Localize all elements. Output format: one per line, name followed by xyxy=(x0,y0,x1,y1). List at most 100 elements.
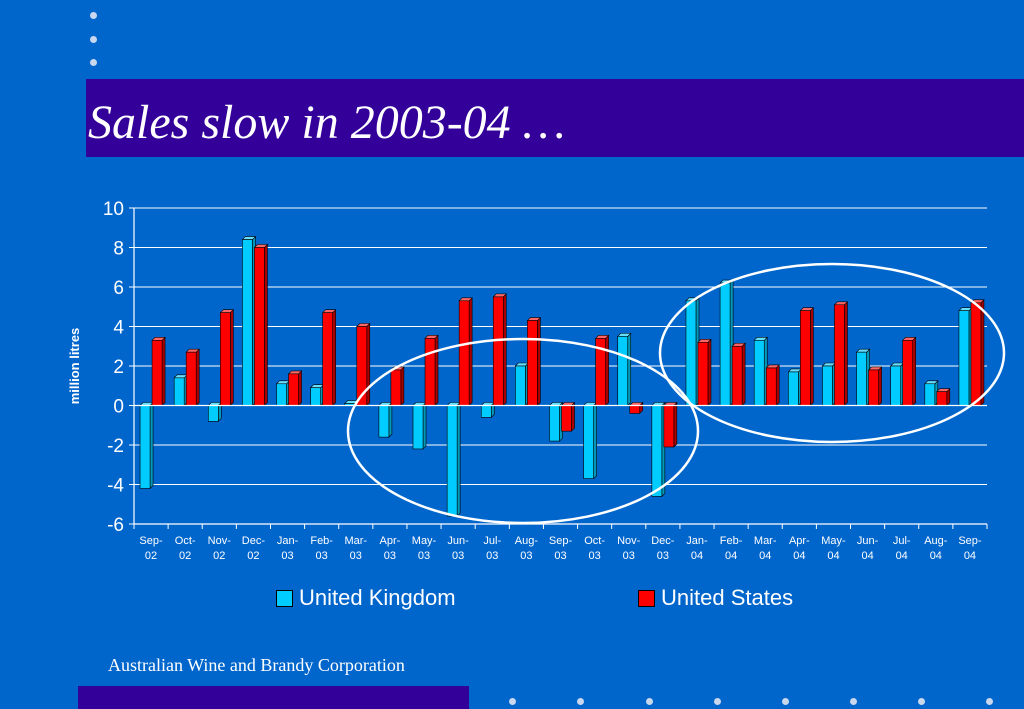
grid-lines xyxy=(134,207,987,485)
bar-uk xyxy=(446,401,461,517)
bar-uk xyxy=(412,401,427,450)
y-axis-title: million litres xyxy=(67,328,82,405)
bar-uk xyxy=(924,380,939,407)
bar-uk xyxy=(958,306,973,407)
bar-uk xyxy=(309,384,325,407)
bar-us xyxy=(526,316,542,407)
x-tick-label: Aug-03 xyxy=(515,535,539,562)
bar-us xyxy=(492,293,507,407)
x-tick-label: Jul-03 xyxy=(483,535,501,562)
decor-dot xyxy=(918,698,925,705)
legend-swatch-us xyxy=(638,589,655,607)
decor-dot xyxy=(90,59,97,66)
bar-uk xyxy=(719,279,734,407)
bar-us xyxy=(560,401,576,432)
bar-uk xyxy=(139,401,154,490)
x-tick-label: Dec-02 xyxy=(242,535,266,562)
y-tick-label: -4 xyxy=(107,476,124,497)
bar-uk xyxy=(514,362,530,407)
y-tick-label: 4 xyxy=(113,318,124,339)
x-tick-label: Feb-04 xyxy=(720,535,743,562)
x-tick-label: Dec-03 xyxy=(651,535,675,562)
bar-us xyxy=(219,308,235,407)
bar-uk xyxy=(685,297,700,407)
y-tick-label: 10 xyxy=(103,199,124,220)
bar-us xyxy=(970,299,985,407)
bar-us xyxy=(253,243,269,407)
bar-uk xyxy=(617,332,632,407)
y-tick-label: 6 xyxy=(113,278,124,299)
x-tick-label: Feb-03 xyxy=(310,535,333,562)
legend-label-uk: United Kingdom xyxy=(299,585,456,610)
x-tick-label: Mar-04 xyxy=(754,535,777,562)
footer-band xyxy=(78,686,469,709)
decor-dot xyxy=(90,36,97,43)
legend-us: United States xyxy=(638,585,793,611)
y-tick-label: 8 xyxy=(113,239,124,260)
bar-us xyxy=(151,336,166,407)
highlight-ellipse-2004 xyxy=(658,262,1006,444)
bar-us xyxy=(356,322,371,407)
bar-uk xyxy=(548,401,564,442)
bar-uk xyxy=(173,374,188,407)
x-tick-label: Nov-03 xyxy=(617,535,641,562)
bar-us xyxy=(901,336,917,407)
x-tick-label: Jul-04 xyxy=(893,535,911,562)
x-tick-label: May-04 xyxy=(821,535,846,562)
legend-label-us: United States xyxy=(661,585,794,610)
bar-us xyxy=(321,308,337,407)
decor-dot xyxy=(90,12,97,19)
decor-dot xyxy=(986,698,993,705)
decor-dot xyxy=(646,698,653,705)
decor-dot xyxy=(509,698,516,705)
legend-uk: United Kingdom xyxy=(276,585,456,611)
x-tick-label: Sep-04 xyxy=(958,535,982,562)
bar-us xyxy=(867,366,883,407)
x-tick-label: May-03 xyxy=(412,535,437,562)
x-tick-label: Aug-04 xyxy=(924,535,948,562)
bar-us xyxy=(287,370,303,407)
bar-us xyxy=(185,348,200,407)
bar-uk xyxy=(787,368,803,407)
bar-us xyxy=(833,301,849,407)
decor-dot xyxy=(714,698,721,705)
bar-uk xyxy=(207,401,223,423)
title-band xyxy=(86,79,1024,157)
bar-us xyxy=(424,334,439,407)
highlight-ellipse-2003 xyxy=(346,337,700,525)
x-tick-label: Jun-04 xyxy=(857,535,879,562)
y-tick-label: 2 xyxy=(113,357,124,378)
bar-uk xyxy=(582,401,598,480)
y-tick-label: -2 xyxy=(107,436,124,457)
y-tick-label: 0 xyxy=(113,397,124,418)
bar-uk xyxy=(241,235,257,407)
bar-us xyxy=(594,334,610,407)
y-tick-label: -6 xyxy=(107,515,124,536)
bar-us xyxy=(765,364,780,407)
bar-us xyxy=(731,342,746,407)
x-tick-label: Oct-02 xyxy=(175,535,196,562)
bar-us xyxy=(936,387,951,407)
x-tick-label: Mar-03 xyxy=(344,535,367,562)
bar-us xyxy=(663,401,678,448)
x-tick-label: Sep-03 xyxy=(549,535,573,562)
axes: 10 8 6 4 2 0 -2 -4 -6 Sep-02 Oct-02 Nov-02 Dec-02 Jan… xyxy=(67,199,988,562)
bar-uk xyxy=(651,401,666,498)
decor-dot xyxy=(850,698,857,705)
bar-us xyxy=(799,306,815,407)
bar-uk xyxy=(889,362,905,407)
decor-dot xyxy=(782,698,789,705)
x-tick-label: Apr-04 xyxy=(789,535,810,562)
bar-uk xyxy=(378,401,393,438)
bar-us xyxy=(697,338,712,407)
bar-uk xyxy=(753,336,768,407)
footer-credit: Australian Wine and Brandy Corporation xyxy=(108,655,405,675)
x-tick-label: Jan-03 xyxy=(277,535,299,562)
bar-uk xyxy=(855,348,871,407)
bar-uk xyxy=(275,380,291,407)
bar-us xyxy=(629,401,644,415)
x-tick-label: Apr-03 xyxy=(380,535,401,562)
bar-uk xyxy=(821,362,837,407)
legend-swatch-uk xyxy=(276,589,293,607)
